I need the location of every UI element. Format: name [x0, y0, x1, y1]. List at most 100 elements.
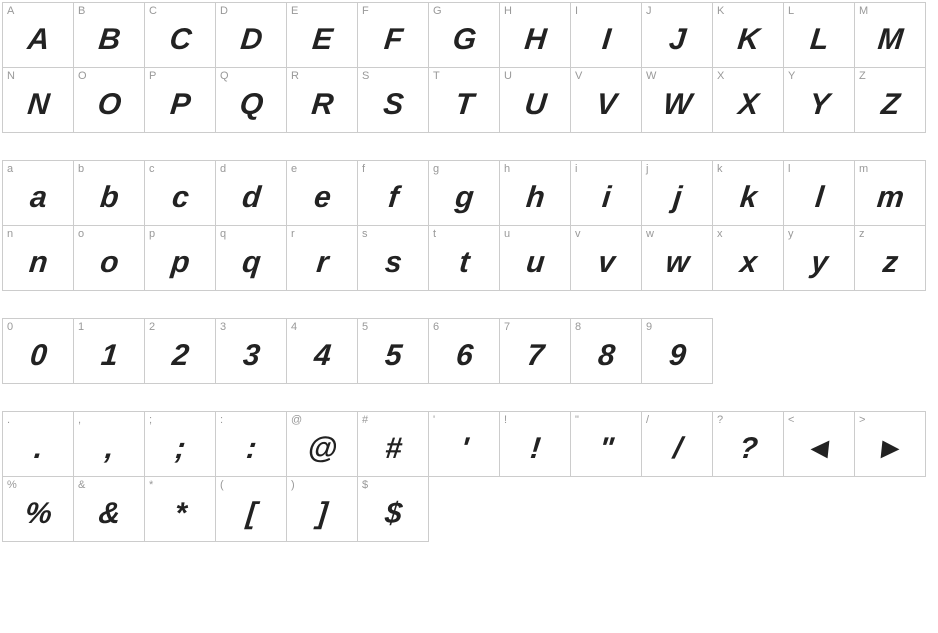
cell-glyph: 0: [1, 333, 76, 379]
glyph-cell[interactable]: kk: [712, 160, 784, 226]
glyph-cell[interactable]: UU: [499, 67, 571, 133]
cell-label: .: [7, 414, 10, 426]
glyph-cell[interactable]: II: [570, 2, 642, 68]
glyph-cell[interactable]: YY: [783, 67, 855, 133]
glyph-cell[interactable]: 44: [286, 318, 358, 384]
glyph-cell[interactable]: ,,: [73, 411, 145, 477]
cell-glyph: l: [782, 175, 857, 221]
cell-label: b: [78, 163, 84, 175]
cell-glyph: T: [427, 82, 502, 128]
glyph-cell[interactable]: pp: [144, 225, 216, 291]
glyph-cell[interactable]: **: [144, 476, 216, 542]
glyph-cell[interactable]: FF: [357, 2, 429, 68]
glyph-cell[interactable]: GG: [428, 2, 500, 68]
glyph-cell[interactable]: 99: [641, 318, 713, 384]
glyph-cell[interactable]: ww: [641, 225, 713, 291]
glyph-cell[interactable]: ff: [357, 160, 429, 226]
glyph-cell[interactable]: XX: [712, 67, 784, 133]
glyph-cell[interactable]: ii: [570, 160, 642, 226]
cell-glyph: t: [427, 240, 502, 286]
glyph-cell[interactable]: MM: [854, 2, 926, 68]
glyph-cell[interactable]: WW: [641, 67, 713, 133]
glyph-cell[interactable]: ZZ: [854, 67, 926, 133]
glyph-cell[interactable]: JJ: [641, 2, 713, 68]
glyph-cell[interactable]: ::: [215, 411, 287, 477]
glyph-cell[interactable]: ##: [357, 411, 429, 477]
glyph-cell[interactable]: NN: [2, 67, 74, 133]
glyph-cell[interactable]: nn: [2, 225, 74, 291]
cell-glyph: s: [356, 240, 431, 286]
glyph-cell[interactable]: xx: [712, 225, 784, 291]
glyph-cell[interactable]: TT: [428, 67, 500, 133]
glyph-cell[interactable]: ??: [712, 411, 784, 477]
glyph-cell[interactable]: bb: [73, 160, 145, 226]
glyph-cell[interactable]: '': [428, 411, 500, 477]
glyph-cell[interactable]: 77: [499, 318, 571, 384]
cell-glyph: b: [72, 175, 147, 221]
glyph-cell[interactable]: $$: [357, 476, 429, 542]
glyph-cell[interactable]: 00: [2, 318, 74, 384]
glyph-cell[interactable]: vv: [570, 225, 642, 291]
glyph-cell[interactable]: &&: [73, 476, 145, 542]
glyph-cell[interactable]: OO: [73, 67, 145, 133]
cell-label: ;: [149, 414, 152, 426]
glyph-cell[interactable]: jj: [641, 160, 713, 226]
glyph-cell[interactable]: 66: [428, 318, 500, 384]
glyph-cell[interactable]: VV: [570, 67, 642, 133]
glyph-cell[interactable]: aa: [2, 160, 74, 226]
cell-glyph: 1: [72, 333, 147, 379]
glyph-cell[interactable]: yy: [783, 225, 855, 291]
glyph-cell[interactable]: mm: [854, 160, 926, 226]
glyph-cell[interactable]: <◄: [783, 411, 855, 477]
cell-glyph: m: [853, 175, 928, 221]
glyph-cell[interactable]: gg: [428, 160, 500, 226]
glyph-cell[interactable]: QQ: [215, 67, 287, 133]
glyph-cell[interactable]: @@: [286, 411, 358, 477]
glyph-cell[interactable]: RR: [286, 67, 358, 133]
glyph-cell[interactable]: qq: [215, 225, 287, 291]
glyph-cell[interactable]: PP: [144, 67, 216, 133]
glyph-cell[interactable]: tt: [428, 225, 500, 291]
cell-label: l: [788, 163, 790, 175]
glyph-cell[interactable]: hh: [499, 160, 571, 226]
glyph-cell[interactable]: ll: [783, 160, 855, 226]
cell-label: d: [220, 163, 226, 175]
glyph-cell[interactable]: AA: [2, 2, 74, 68]
glyph-cell[interactable]: EE: [286, 2, 358, 68]
cell-glyph: E: [285, 17, 360, 63]
glyph-cell[interactable]: 55: [357, 318, 429, 384]
glyph-cell[interactable]: "": [570, 411, 642, 477]
glyph-cell[interactable]: 88: [570, 318, 642, 384]
glyph-cell[interactable]: 22: [144, 318, 216, 384]
glyph-cell[interactable]: rr: [286, 225, 358, 291]
glyph-cell[interactable]: ([: [215, 476, 287, 542]
glyph-cell[interactable]: SS: [357, 67, 429, 133]
glyph-cell[interactable]: ee: [286, 160, 358, 226]
glyph-cell[interactable]: zz: [854, 225, 926, 291]
glyph-cell[interactable]: HH: [499, 2, 571, 68]
cell-glyph: 7: [498, 333, 573, 379]
glyph-cell[interactable]: )]: [286, 476, 358, 542]
glyph-cell[interactable]: oo: [73, 225, 145, 291]
glyph-cell[interactable]: ..: [2, 411, 74, 477]
glyph-cell[interactable]: BB: [73, 2, 145, 68]
glyph-cell[interactable]: 11: [73, 318, 145, 384]
glyph-cell[interactable]: CC: [144, 2, 216, 68]
glyph-cell[interactable]: DD: [215, 2, 287, 68]
glyph-cell[interactable]: 33: [215, 318, 287, 384]
glyph-cell[interactable]: KK: [712, 2, 784, 68]
glyph-cell[interactable]: cc: [144, 160, 216, 226]
glyph-cell[interactable]: ss: [357, 225, 429, 291]
glyph-cell[interactable]: %%: [2, 476, 74, 542]
glyph-cell[interactable]: uu: [499, 225, 571, 291]
cell-glyph: W: [640, 82, 715, 128]
glyph-cell[interactable]: //: [641, 411, 713, 477]
cell-label: k: [717, 163, 723, 175]
glyph-cell[interactable]: LL: [783, 2, 855, 68]
cell-label: T: [433, 70, 440, 82]
glyph-cell[interactable]: dd: [215, 160, 287, 226]
glyph-cell[interactable]: >►: [854, 411, 926, 477]
glyph-cell[interactable]: ;;: [144, 411, 216, 477]
cell-glyph: 3: [214, 333, 289, 379]
glyph-cell[interactable]: !!: [499, 411, 571, 477]
